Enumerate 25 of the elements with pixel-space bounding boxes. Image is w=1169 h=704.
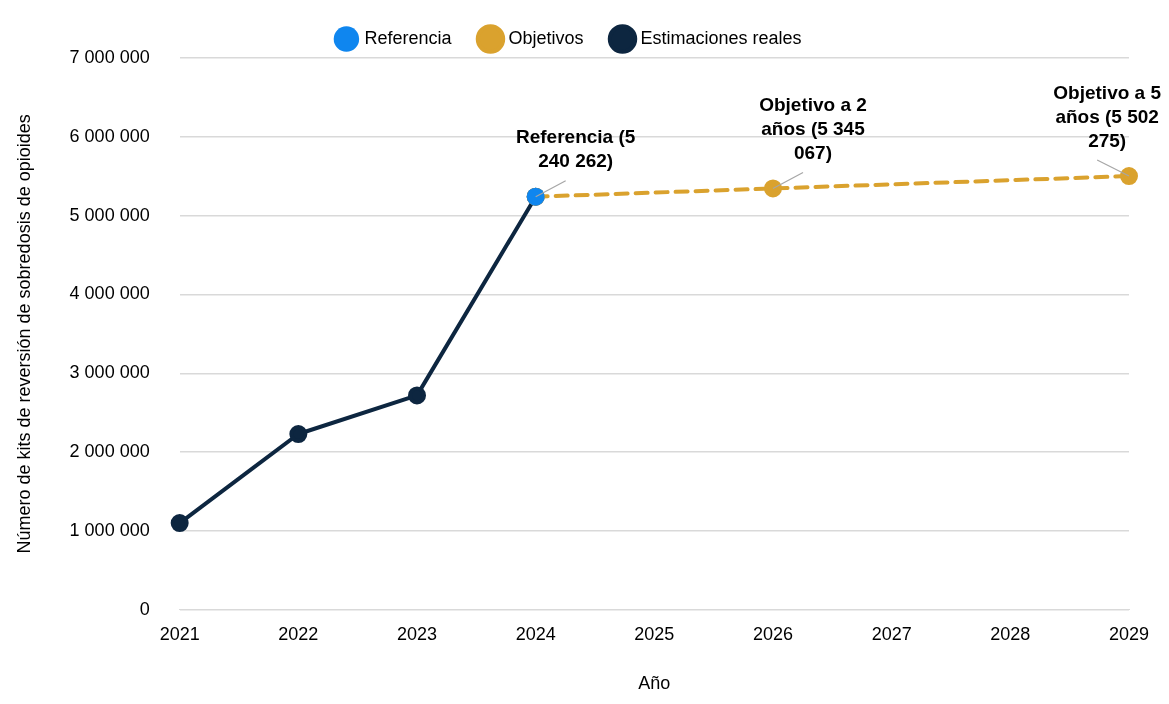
x-tick-label: 2021 (159, 623, 200, 644)
x-tick-label: 2023 (396, 623, 438, 644)
x-tick-label: 2028 (990, 623, 1031, 644)
legend-label: Referencia (364, 27, 453, 48)
legend-label: Estimaciones reales (640, 27, 802, 48)
y-tick-label: 5 000 000 (69, 204, 150, 225)
x-tick-label: 2024 (515, 623, 556, 644)
y-tick-label: 4 000 000 (69, 283, 150, 304)
y-tick-label: 7 000 000 (69, 46, 150, 67)
y-tick-label: 0 (139, 598, 150, 619)
annotation: Objetivo a 2 años (5 345 067) (759, 94, 867, 164)
y-axis-title: Número de kits de reversión de sobredosis de opioides (13, 114, 34, 554)
x-axis-title: Año (638, 673, 671, 694)
legend-label: Objetivos (508, 27, 584, 48)
x-tick-label: 2022 (278, 623, 319, 644)
annotation: Referencia (5 240 262) (516, 126, 636, 172)
x-tick-label: 2029 (1108, 623, 1150, 644)
y-tick-label: 3 000 000 (69, 362, 150, 383)
x-tick-label: 2027 (871, 623, 912, 644)
y-tick-label: 2 000 000 (69, 441, 150, 462)
x-tick-label: 2026 (752, 623, 794, 644)
x-tick-label: 2025 (634, 623, 675, 644)
y-tick-label: 1 000 000 (69, 519, 150, 540)
annotation: Objetivo a 5 años (5 502 275) (1053, 81, 1162, 151)
y-tick-label: 6 000 000 (69, 125, 150, 146)
